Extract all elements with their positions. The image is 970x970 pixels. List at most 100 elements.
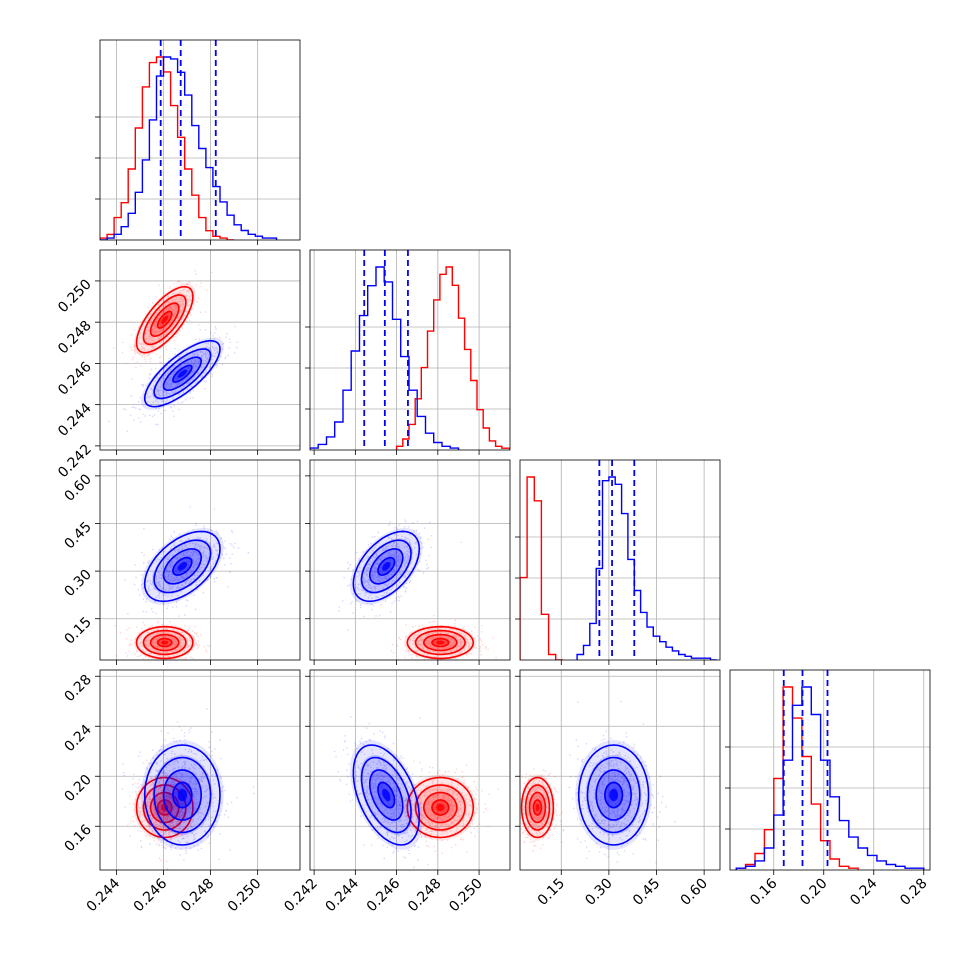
- y-tick-label-p4-2: 0.24: [61, 722, 94, 755]
- panel-frame: [99, 669, 301, 871]
- hist-panel-p3: [520, 460, 720, 660]
- hist-step-red-p4: [735, 686, 859, 870]
- x-tick-label-p2-1: 0.244: [323, 875, 363, 915]
- sample-points-red: [113, 270, 213, 380]
- y-tick-label-p2-4: 0.250: [55, 276, 95, 316]
- y-tick-label-p3-2: 0.45: [61, 519, 94, 552]
- panel-marks-2-1: [338, 519, 497, 660]
- y-tick-label-p2-0: 0.242: [55, 441, 95, 481]
- panel-frame: [309, 669, 511, 871]
- panel-marks-2-0: [114, 506, 249, 660]
- contour-blue-3: [604, 781, 624, 809]
- contour-red-0: [135, 625, 194, 660]
- x-tick-label-p2-4: 0.250: [446, 876, 486, 916]
- contour-red-2: [149, 633, 180, 652]
- sample-points-blue: [338, 519, 462, 631]
- panel-frame: [519, 459, 721, 661]
- y-tick-label-p2-2: 0.246: [55, 359, 95, 399]
- x-tick-label-p2-3: 0.248: [405, 876, 445, 916]
- contour-red-3: [156, 310, 173, 329]
- contour-blue-0: [352, 744, 420, 846]
- y-tick-label-p4-3: 0.28: [61, 672, 94, 705]
- contour-blue-3: [377, 556, 396, 576]
- density-fill-blue-4: [177, 369, 188, 378]
- sample-points-red: [114, 620, 211, 660]
- contour-blue-2: [162, 769, 203, 821]
- contour-red-1: [142, 629, 187, 656]
- y-tick-label-p4-1: 0.20: [61, 772, 94, 805]
- density-fill-blue-4: [382, 788, 391, 802]
- density-fill-red-4: [436, 803, 445, 812]
- panel-marks-3-1: [333, 716, 499, 868]
- y-tick-label-p4-0: 0.16: [61, 822, 94, 855]
- x-tick-label-p1-3: 0.250: [225, 876, 265, 916]
- panel-marks-1-0: [108, 270, 239, 432]
- hist-step-blue-p3: [576, 476, 717, 660]
- contour-blue-0: [577, 744, 650, 846]
- contour-blue-3: [172, 364, 193, 383]
- contour-blue-0: [143, 530, 221, 603]
- density-fill-blue-4: [177, 562, 188, 571]
- contour-red-1: [524, 784, 551, 831]
- contour-red-1: [414, 784, 466, 831]
- contour-blue-3: [172, 781, 193, 809]
- contour-blue-2: [369, 769, 404, 821]
- contour-blue-1: [153, 756, 212, 834]
- contour-red-2: [422, 791, 458, 824]
- contour-red-3: [431, 799, 450, 816]
- y-tick-label-p2-3: 0.248: [55, 318, 95, 358]
- panel-frame: [99, 249, 301, 451]
- contour-red-3: [156, 637, 173, 648]
- density-fill-red-4: [161, 315, 169, 324]
- hist-group-p1: [100, 40, 278, 240]
- contour-red-3: [532, 799, 543, 816]
- contour-blue-3: [377, 781, 396, 809]
- density-fill-blue-4: [382, 562, 391, 571]
- hist-group-p4: [735, 670, 925, 870]
- y-tick-label-p3-1: 0.30: [61, 567, 94, 600]
- contour-red-2: [422, 633, 458, 652]
- x-tick-label-p3-1: 0.30: [582, 876, 615, 909]
- contour-red-1: [414, 629, 466, 656]
- contour-blue-1: [586, 756, 641, 834]
- hist-group-p3: [520, 460, 717, 660]
- panel-frame: [309, 459, 511, 661]
- contour-blue-1: [360, 756, 412, 834]
- x-tick-label-p2-0: 0.242: [281, 876, 321, 916]
- x-tick-label-p1-0: 0.244: [84, 875, 124, 915]
- contour-red-3: [431, 637, 450, 648]
- contour-blue-1: [153, 539, 212, 594]
- contour-blue-2: [162, 548, 203, 585]
- x-tick-label-p3-2: 0.45: [630, 876, 663, 909]
- panel-marks-3-0: [121, 708, 255, 870]
- contour-red-1: [142, 294, 187, 346]
- hist-step-blue-p1: [100, 56, 278, 240]
- y-tick-label-p3-0: 0.15: [61, 614, 94, 647]
- panel-frame: [99, 39, 301, 241]
- panel-p3-vs-p1: [100, 460, 300, 660]
- sample-points-red: [124, 759, 203, 863]
- density-fill-red-4: [161, 640, 169, 645]
- x-tick-label-p4-3: 0.28: [897, 876, 930, 909]
- x-tick-label-p3-3: 0.60: [678, 876, 711, 909]
- contour-red-2: [528, 791, 547, 824]
- contour-red-0: [520, 776, 555, 839]
- contour-blue-2: [595, 769, 632, 821]
- contour-red-3: [156, 799, 173, 816]
- contour-blue-1: [360, 539, 412, 594]
- x-tick-label-p4-2: 0.24: [847, 875, 880, 908]
- contour-red-0: [406, 776, 475, 839]
- panel-marks-3-2: [520, 700, 676, 864]
- contour-blue-0: [143, 744, 221, 846]
- hist-step-red-p3: [520, 476, 563, 660]
- panel-frame: [99, 459, 301, 661]
- contour-blue-0: [143, 339, 221, 408]
- panel-frame: [309, 249, 511, 451]
- hist-panel-p2: [310, 250, 510, 450]
- hist-step-blue-p4: [735, 686, 925, 870]
- contour-blue-2: [368, 548, 404, 585]
- hist-group-p2: [310, 250, 510, 450]
- contour-red-0: [135, 776, 194, 839]
- sample-points-red: [390, 615, 497, 660]
- panel-p4-vs-p3: [520, 670, 720, 870]
